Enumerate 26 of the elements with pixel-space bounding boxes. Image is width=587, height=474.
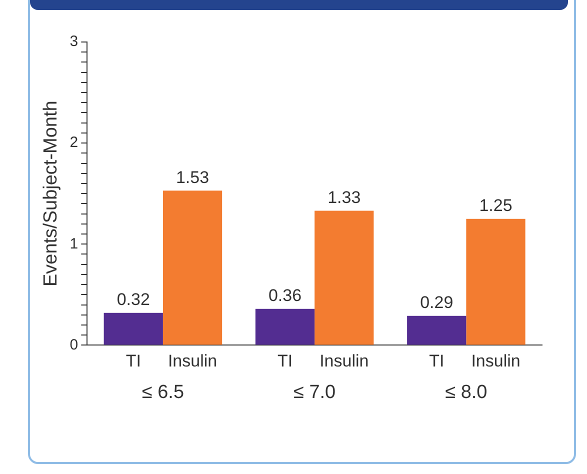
series-label: TI [126, 351, 141, 370]
data-label: 1.25 [479, 196, 512, 216]
y-tick-label: 2 [70, 134, 78, 152]
y-tick-label: 3 [70, 33, 78, 50]
text: TI [429, 351, 444, 370]
bar [466, 218, 526, 345]
y-axis-title: Events/Subject-Month [40, 100, 62, 287]
x-tick-label: ≤ 7.0 [294, 382, 336, 403]
y-tick-label: 0 [70, 336, 78, 354]
bar [162, 190, 222, 345]
data-label: 1.53 [176, 168, 210, 187]
x-tick-label: ≤ 8.0 [445, 382, 488, 403]
series-label: Insulin [168, 351, 218, 370]
bar [407, 316, 466, 345]
data-label: 0.36 [268, 286, 302, 306]
bar [104, 312, 163, 345]
data-label: 1.33 [328, 188, 361, 207]
data-label: 0.29 [420, 293, 454, 312]
text: Insulin [471, 351, 520, 370]
bar [255, 308, 315, 345]
data-label: 0.32 [116, 290, 150, 310]
text: Insulin [320, 351, 369, 370]
y-tick-label: 1 [70, 235, 78, 252]
bar [314, 210, 374, 345]
x-tick-label: ≤ 6.5 [142, 382, 184, 403]
text: TI [277, 351, 293, 370]
